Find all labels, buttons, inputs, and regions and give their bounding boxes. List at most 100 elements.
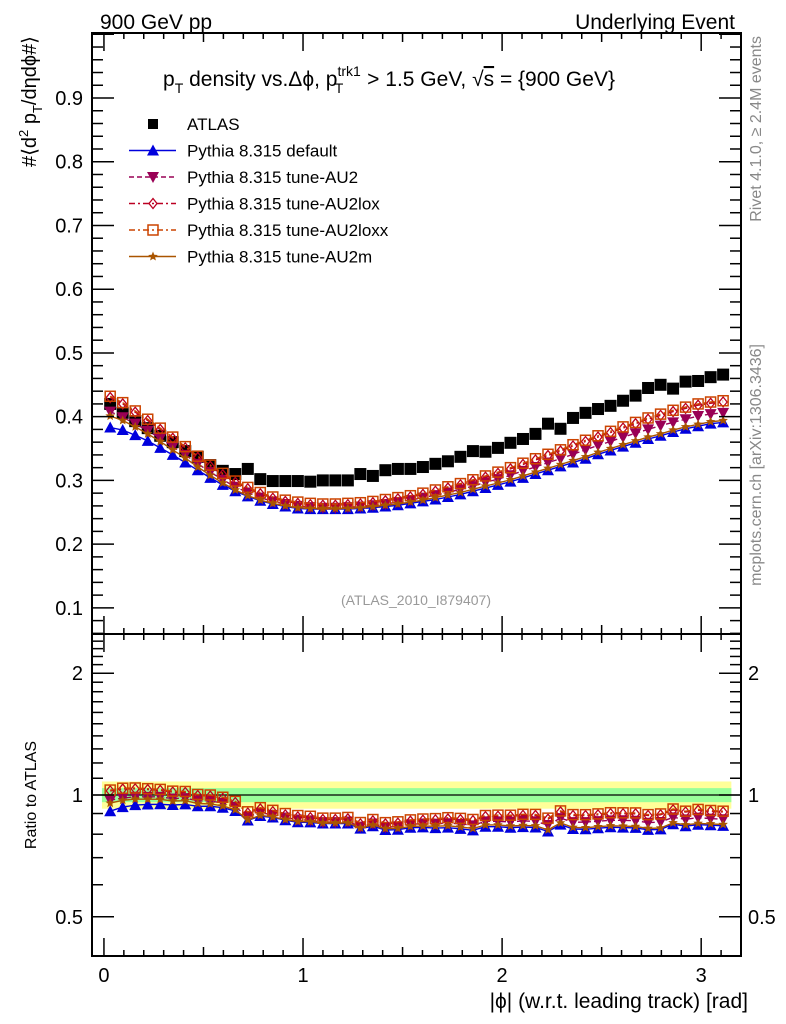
x-axis-label: |ϕ| (w.r.t. leading track) [rad] [490,990,748,1013]
marker-star [330,817,341,827]
marker-open-square [604,806,617,819]
marker-triangle-down [704,409,717,421]
marker-square [604,399,617,412]
marker-diamond [117,783,128,796]
marker-open-square [654,408,667,420]
legend-label: Pythia 8.315 tune-AU2loxx [187,221,389,240]
marker-triangle-down [592,440,605,452]
marker-star [655,823,666,832]
marker-triangle-down [617,432,630,444]
marker-open-square [517,808,529,821]
marker-open-square [141,413,154,425]
marker-star [668,425,678,435]
marker-open-square [179,440,192,453]
marker-diamond [618,807,628,820]
marker-diamond [180,441,191,454]
marker-star [493,478,503,487]
marker-star [255,495,266,505]
marker-star [530,820,541,830]
marker-star [518,820,528,830]
marker-open-square [129,405,141,417]
marker-star [718,415,728,425]
marker-square [379,464,392,477]
marker-star [393,499,403,508]
marker-star [555,817,566,827]
marker-star [605,820,616,830]
marker-open-square [204,459,217,471]
marker-square [254,473,267,486]
marker-star [343,503,353,513]
title-sup2: trk1 [337,63,361,79]
title-sqrt: √ [472,68,484,91]
ratio-series-pythia-8-315-tune-au2m [105,794,728,834]
marker-open-square [192,450,204,462]
marker-open-square [704,804,717,817]
marker-open-square [692,398,704,410]
marker-star [618,439,628,449]
marker-star [155,794,165,804]
marker-square [366,469,379,482]
marker-open-square [629,807,642,819]
ratio-y-tick-label-right: 2 [748,663,759,685]
marker-star [218,800,228,810]
marker-star [693,419,703,429]
marker-triangle-up [141,798,154,810]
marker-star [530,467,541,477]
marker-open-square [717,805,729,817]
marker-square [679,375,692,388]
marker-square [642,381,655,394]
marker-star [555,459,566,469]
marker-open-square [617,807,629,819]
marker-triangle-down [717,407,730,419]
marker-star [568,822,578,832]
marker-star [168,444,178,454]
marker-triangle-down [692,812,705,824]
marker-square [354,468,367,481]
marker-star [155,436,165,446]
series-pythia-8-315-tune-au2m [105,411,728,513]
marker-open-square [104,390,116,403]
marker-open-square [704,396,717,408]
marker-star [643,823,653,833]
marker-star [480,481,491,491]
marker-star [680,421,691,431]
marker-triangle-up [179,456,192,468]
marker-star [180,795,190,805]
legend-entry: Pythia 8.315 tune-AU2m [129,248,372,267]
legend-label: Pythia 8.315 tune-AU2 [187,168,358,187]
marker-star [718,819,728,829]
marker-star [655,428,666,438]
y-tick-label: 0.8 [55,152,83,174]
marker-star [380,500,391,510]
marker-diamond [630,807,641,820]
marker-square [441,455,454,468]
marker-star [230,804,240,814]
marker-star [468,484,478,494]
marker-star [580,822,591,832]
marker-star [130,794,140,804]
marker-star [280,814,291,824]
marker-triangle-down [679,414,692,426]
marker-open-square [642,808,654,821]
marker-star [368,819,378,829]
marker-square [529,427,542,440]
marker-star [218,478,228,487]
marker-star [568,455,578,465]
marker-open-square [554,444,567,456]
marker-open-square [529,808,542,821]
marker-star [268,811,278,821]
marker-square [229,468,242,481]
marker-diamond [593,431,603,444]
marker-open-square [116,782,129,794]
marker-star [443,820,453,830]
title-s: s [484,68,495,91]
header-right-label: Underlying Event [575,11,735,34]
y-tick-label: 0.1 [55,598,83,620]
legend-entry: Pythia 8.315 tune-AU2loxx [129,221,389,240]
title-mid: density vs.Δϕ, p [183,68,337,91]
x-tick-label: 1 [297,965,308,987]
marker-triangle-up [166,799,179,811]
marker-open-square [617,421,629,433]
marker-star [455,487,466,497]
marker-diamond [668,405,678,418]
